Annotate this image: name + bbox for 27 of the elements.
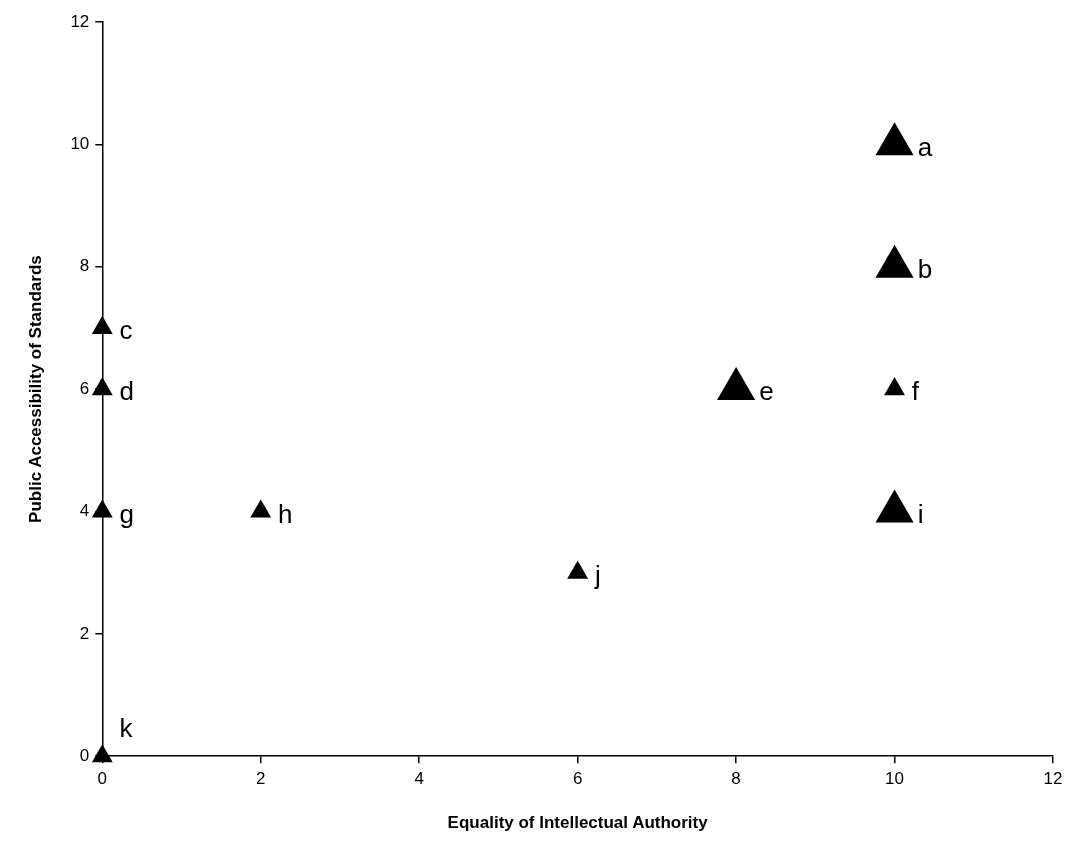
x-tick-label: 4 (414, 769, 424, 789)
y-tick-label: 6 (79, 378, 90, 398)
x-tick-label: 8 (731, 769, 741, 789)
annotation: c (119, 315, 133, 346)
annotation: d (119, 376, 135, 407)
annotation: h (277, 498, 293, 529)
annotation: a (917, 131, 933, 162)
y-tick-label: 2 (79, 623, 90, 643)
y-axis-title: Public Accessibility of Standards (25, 255, 45, 523)
y-tick-label: 0 (79, 745, 90, 765)
x-tick-label: 12 (1043, 769, 1063, 789)
x-tick-label: 10 (885, 769, 905, 789)
y-tick-label: 4 (79, 501, 90, 521)
x-tick-label: 2 (256, 769, 266, 789)
annotation: j (593, 559, 601, 590)
x-tick-label: 0 (97, 769, 108, 789)
x-axis-title: Equality of Intellectual Authority (447, 813, 709, 833)
annotation: g (119, 498, 135, 529)
x-tick-label: 6 (572, 769, 583, 789)
y-tick-label: 12 (70, 11, 90, 31)
y-tick-label: 8 (79, 256, 90, 276)
annotation: k (119, 713, 134, 744)
annotation: b (917, 253, 933, 284)
annotation: e (759, 376, 774, 407)
y-tick-label: 10 (70, 134, 90, 154)
annotation: f (911, 376, 920, 407)
annotation: i (917, 498, 924, 529)
